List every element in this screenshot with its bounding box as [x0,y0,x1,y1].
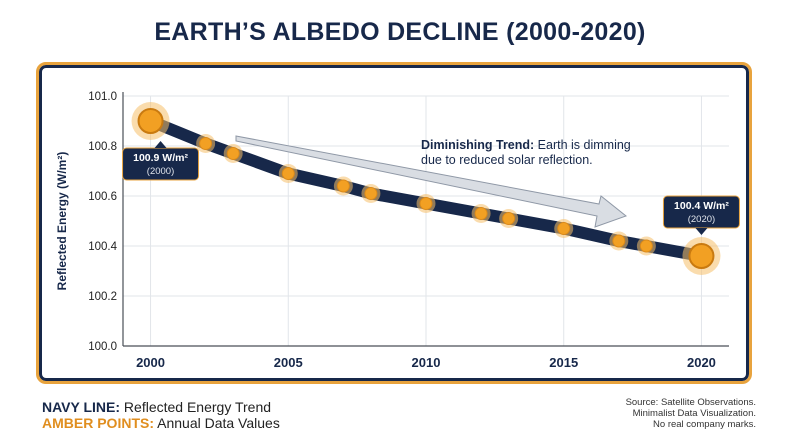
y-tick-label: 100.0 [88,341,117,353]
value-callout-year: (2000) [147,166,174,177]
y-tick-label: 100.2 [88,291,117,303]
trend-annotation-rest: Earth is dimming [534,138,631,152]
data-point [199,137,213,150]
source-note-line: Minimalist Data Visualization. [632,408,756,419]
x-tick-label: 2020 [687,355,716,370]
data-point [502,212,516,225]
source-notes: Source: Satellite Observations. Minimali… [626,397,756,430]
chart-frame: 100.0 100.2 100.4 100.6 100.8 101.0 2000 2005 20… [36,62,752,384]
data-point [639,239,653,253]
value-callout-year: (2020) [688,214,715,225]
value-callout-pointer [154,141,167,148]
source-note-line: Source: Satellite Observations. [625,397,756,408]
trend-arrow-shape [235,135,628,228]
trend-arrow [235,135,628,228]
data-point [281,167,295,180]
data-point [557,222,571,235]
line-chart: 100.0 100.2 100.4 100.6 100.8 101.0 2000 2005 20… [55,91,740,370]
y-tick-label: 101.0 [88,91,117,103]
grid [123,95,729,347]
trend-annotation-line1: Diminishing Trend: Earth is dimming [421,138,631,152]
data-point [612,234,626,248]
value-callout-value: 100.9 W/m² [133,152,188,164]
y-tick-label: 100.6 [88,191,117,203]
legend-navy-line: NAVY LINE: Reflected Energy Trend [42,399,271,415]
x-tick-label: 2015 [549,355,578,370]
legend-line-desc: Reflected Energy Trend [120,399,272,415]
value-callout-value: 100.4 W/m² [674,200,729,212]
value-callout-pointer [695,228,708,235]
data-point [364,187,378,200]
legend-points-desc: Annual Data Values [154,415,280,431]
data-point [226,147,240,160]
data-point [137,108,164,134]
callouts: 100.9 W/m² (2000) 100.4 W/m² (2020) [122,141,740,235]
x-tick-label: 2000 [136,355,165,370]
data-point [336,179,350,193]
legend-points-key: AMBER POINTS: [42,415,154,431]
y-tick-label: 100.4 [88,241,117,253]
data-point [688,243,715,269]
legend-line-key: NAVY LINE: [42,399,121,415]
x-tick-label: 2010 [412,355,441,370]
trend-annotation-bold: Diminishing Trend: [421,138,534,152]
chart-title: EARTH’S ALBEDO DECLINE (2000-2020) [154,18,646,46]
y-tick-label: 100.8 [88,141,117,153]
series [131,102,721,275]
data-point [419,197,433,210]
legend-amber-points: AMBER POINTS: Annual Data Values [42,415,280,431]
source-note-line: No real company marks. [653,419,756,430]
trend-annotation-line2: due to reduced solar reflection. [421,153,593,167]
y-axis-label: Reflected Energy (W/m²) [55,152,69,291]
axes: 100.0 100.2 100.4 100.6 100.8 101.0 2000 2005 20… [55,91,729,370]
data-point [474,207,488,220]
x-tick-label: 2005 [274,355,303,370]
